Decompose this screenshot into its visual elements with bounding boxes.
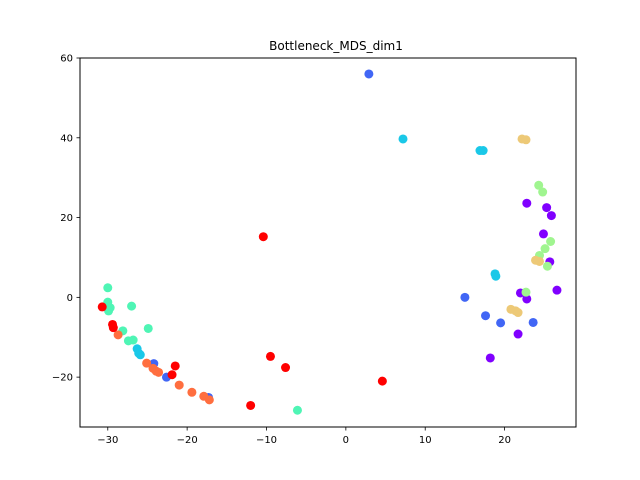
data-point-s0-5 (552, 285, 562, 295)
data-point-s1-0 (364, 69, 374, 79)
y-tick-label-3: 40 (60, 133, 73, 144)
x-tick-label-4: 10 (419, 435, 432, 446)
data-point-s0-7 (522, 294, 532, 304)
data-point-s6-4 (151, 366, 161, 376)
data-point-s7-6 (258, 232, 268, 242)
x-tick-label-0: −30 (97, 435, 118, 446)
data-point-s1-2 (481, 311, 491, 321)
data-point-s3-9 (292, 405, 302, 415)
x-axis: −30 −20 −10 0 10 20 (97, 427, 511, 446)
data-point-s7-8 (281, 363, 291, 373)
data-point-s7-2 (108, 323, 118, 333)
data-point-s4-2 (546, 237, 556, 246)
data-point-s7-0 (97, 302, 107, 312)
y-tick-label-2: 20 (60, 213, 73, 224)
data-point-s3-4 (127, 301, 137, 311)
data-point-s3-0 (103, 283, 113, 293)
x-tick-label-5: 20 (498, 435, 511, 446)
y-axis: −20 0 20 40 60 (52, 54, 80, 384)
data-point-s4-6 (521, 287, 531, 297)
data-point-s4-5 (542, 261, 552, 271)
y-tick-label-0: −20 (52, 373, 73, 384)
data-point-s7-9 (377, 376, 387, 386)
chart-title: Bottleneck_MDS_dim1 (269, 39, 403, 53)
data-point-s3-8 (143, 323, 153, 333)
data-point-s0-9 (485, 353, 495, 363)
data-point-s6-8 (204, 395, 214, 405)
data-point-s1-3 (496, 318, 506, 328)
data-point-s7-7 (265, 351, 275, 361)
data-point-s6-5 (174, 380, 184, 390)
data-point-s4-1 (538, 187, 548, 197)
data-points (97, 69, 562, 415)
y-tick-label-4: 60 (60, 54, 73, 65)
data-point-s3-7 (128, 335, 138, 345)
data-point-s6-6 (187, 387, 197, 397)
data-point-s0-8 (513, 329, 523, 339)
data-point-s2-0 (398, 134, 408, 144)
data-point-s1-4 (528, 317, 538, 327)
data-point-s1-1 (460, 292, 470, 302)
data-point-s7-3 (170, 361, 180, 371)
x-tick-label-3: 0 (343, 435, 349, 446)
x-tick-label-2: −10 (256, 435, 277, 446)
y-tick-label-1: 0 (67, 293, 73, 304)
data-point-s2-7 (135, 350, 145, 360)
data-point-s6-0 (113, 330, 123, 340)
data-point-s4-3 (540, 244, 550, 254)
data-point-s0-3 (538, 229, 548, 239)
data-point-s4-0 (534, 180, 544, 190)
data-point-s5-3 (534, 256, 544, 266)
data-point-s7-5 (246, 400, 256, 410)
data-point-s0-2 (546, 211, 556, 221)
data-point-s0-0 (522, 198, 532, 208)
data-point-s5-6 (513, 308, 523, 318)
data-point-s6-1 (142, 358, 152, 368)
data-point-s2-4 (491, 271, 501, 281)
data-point-s7-4 (167, 370, 177, 380)
data-point-s5-1 (521, 135, 531, 145)
plot-area-frame (79, 57, 577, 428)
data-point-s2-2 (478, 146, 488, 156)
data-point-s0-1 (542, 203, 552, 213)
x-tick-label-1: −20 (177, 435, 198, 446)
